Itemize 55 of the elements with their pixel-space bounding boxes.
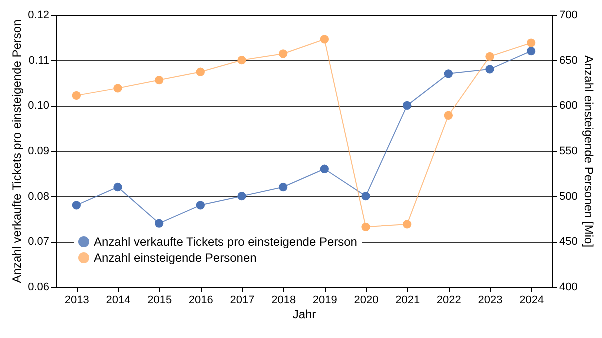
y-tick-label: 0.06 [28,282,50,294]
y-axis-title: Anzahl verkaufte Tickets pro einsteigende Person [10,20,24,284]
x-tick-label: 2018 [272,294,296,306]
y-tick-label: 0.08 [28,190,50,203]
y-tick-label: 0.11 [28,54,50,67]
y2-tick-label: 500 [560,190,578,203]
x-tick-label: 2017 [230,294,255,306]
point [196,201,205,210]
x-tick-label: 2013 [64,294,90,306]
point [155,219,164,228]
point [444,70,453,78]
x-tick-label: 2019 [312,294,338,306]
y-tick-label: 0.12 [28,10,50,22]
y-tick-label: 0.10 [28,100,50,112]
point [72,201,81,210]
y2-tick-label: 600 [560,100,578,112]
point [527,38,536,48]
x-tick-label: 2015 [148,294,172,306]
point [238,192,246,201]
point [527,46,536,56]
legend-label: Anzahl einsteigende Personen [94,251,257,265]
point [279,182,288,192]
x-tick-label: 2020 [354,294,379,306]
point [114,182,122,192]
point [486,52,494,62]
point [114,84,122,93]
y2-tick-label: 450 [560,236,578,248]
point [486,65,494,74]
x-tick-label: 2023 [478,294,503,306]
point [362,222,370,232]
point [444,111,453,120]
x-tick-label: 2014 [106,294,131,306]
x-tick-label: 2022 [436,294,462,306]
point [320,35,329,44]
y2-tick-label: 550 [560,146,578,158]
y2-axis-title: Anzahl einsteigende Personen [Mio] [582,55,596,248]
point [320,164,329,174]
x-tick-label: 2024 [520,294,544,306]
point [403,220,412,229]
x-tick-label: 2021 [396,294,420,306]
y-tick-label: 0.07 [28,236,50,248]
y2-tick-label: 700 [560,10,578,22]
point [72,91,81,100]
x-tick-label: 2016 [188,294,214,306]
point [362,192,370,201]
y2-tick-label: 650 [560,54,578,67]
y2-tick-label: 400 [560,282,578,294]
y-tick-label: 0.09 [28,146,50,158]
point [403,101,412,110]
point [279,50,288,58]
point [155,76,164,85]
legend-label: Anzahl verkaufte Tickets pro einsteigende Person [94,235,358,249]
x-axis-title: Jahr [292,308,316,322]
point [238,56,246,65]
point [196,68,205,76]
